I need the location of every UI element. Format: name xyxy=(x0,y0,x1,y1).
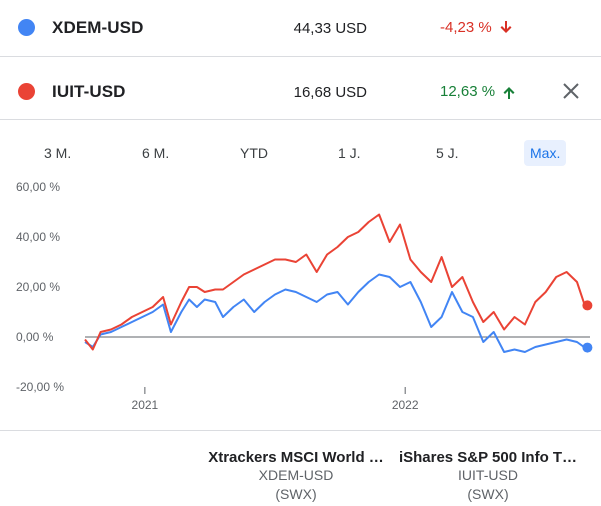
x-tick-label: 2021 xyxy=(132,398,159,412)
change-value: 12,63 % xyxy=(440,83,515,100)
x-axis: 2021 2022 xyxy=(132,387,419,412)
price-value: 16,68 USD xyxy=(293,84,367,101)
arrow-up-icon xyxy=(503,86,515,99)
tab-1y[interactable]: 1 J. xyxy=(338,145,361,161)
fund-symbol: IUIT-USD xyxy=(458,467,518,483)
range-tabs: 3 M. 6 M. YTD 1 J. 5 J. Max. xyxy=(0,140,601,168)
series-end-point-iuit-usd xyxy=(582,300,593,311)
y-tick-label: -20,00 % xyxy=(16,380,64,394)
fund-symbol: XDEM-USD xyxy=(258,467,334,483)
fund-card-xdem[interactable]: Xtrackers MSCI World … XDEM-USD (SWX) xyxy=(206,449,386,504)
comparison-row-xdem[interactable]: XDEM-USD 44,33 USD -4,23 % xyxy=(0,0,601,57)
tab-ytd[interactable]: YTD xyxy=(240,145,268,161)
series-layer xyxy=(84,213,593,353)
price-value: 44,33 USD xyxy=(293,20,367,37)
series-color-dot-xdem xyxy=(18,19,35,36)
arrow-down-icon xyxy=(500,20,512,33)
tab-max[interactable]: Max. xyxy=(524,140,567,166)
y-tick-label: 0,00 % xyxy=(16,330,54,344)
y-tick-label: 60,00 % xyxy=(16,180,60,194)
symbol-label: XDEM-USD xyxy=(52,18,144,37)
divider xyxy=(0,430,601,431)
y-tick-label: 20,00 % xyxy=(16,280,60,294)
fund-exchange: (SWX) xyxy=(275,486,317,502)
fund-card-iuit[interactable]: iShares S&P 500 Info T… IUIT-USD (SWX) xyxy=(396,449,580,504)
y-axis: 60,00 % 40,00 % 20,00 % 0,00 % -20,00 % xyxy=(16,180,590,394)
y-tick-label: 40,00 % xyxy=(16,230,60,244)
tab-5y[interactable]: 5 J. xyxy=(436,145,459,161)
series-end-point-xdem-usd xyxy=(582,342,593,353)
fund-name: Xtrackers MSCI World … xyxy=(208,449,384,466)
tab-3m[interactable]: 3 M. xyxy=(44,145,72,161)
comparison-chart: 60,00 % 40,00 % 20,00 % 0,00 % -20,00 % 2021… xyxy=(16,180,593,412)
series-color-dot-iuit xyxy=(18,83,35,100)
comparison-row-iuit[interactable]: IUIT-USD 16,68 USD 12,63 % xyxy=(0,63,601,120)
change-text: 12,63 % xyxy=(440,83,496,100)
x-tick-label: 2022 xyxy=(392,398,419,412)
fund-exchange: (SWX) xyxy=(467,486,509,502)
close-icon[interactable] xyxy=(561,81,581,101)
series-line-iuit-usd xyxy=(84,213,586,351)
change-value: -4,23 % xyxy=(440,19,512,36)
tab-6m[interactable]: 6 M. xyxy=(142,145,170,161)
series-line-xdem-usd xyxy=(84,273,586,353)
fund-name: iShares S&P 500 Info T… xyxy=(398,449,578,466)
change-text: -4,23 % xyxy=(440,19,492,36)
symbol-label: IUIT-USD xyxy=(52,82,126,101)
